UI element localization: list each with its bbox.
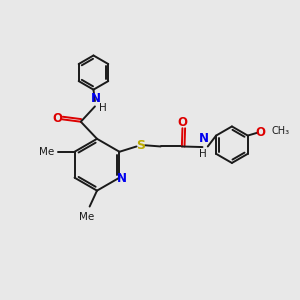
Text: Me: Me <box>39 147 54 157</box>
Text: O: O <box>255 125 265 139</box>
Text: O: O <box>53 112 63 125</box>
Text: S: S <box>136 139 145 152</box>
Text: O: O <box>178 116 188 129</box>
Text: N: N <box>117 172 127 185</box>
Text: Me: Me <box>79 212 94 222</box>
Text: CH₃: CH₃ <box>271 126 290 136</box>
Text: H: H <box>199 148 207 158</box>
Text: N: N <box>199 132 209 145</box>
Text: H: H <box>99 103 107 112</box>
Text: N: N <box>91 92 101 105</box>
